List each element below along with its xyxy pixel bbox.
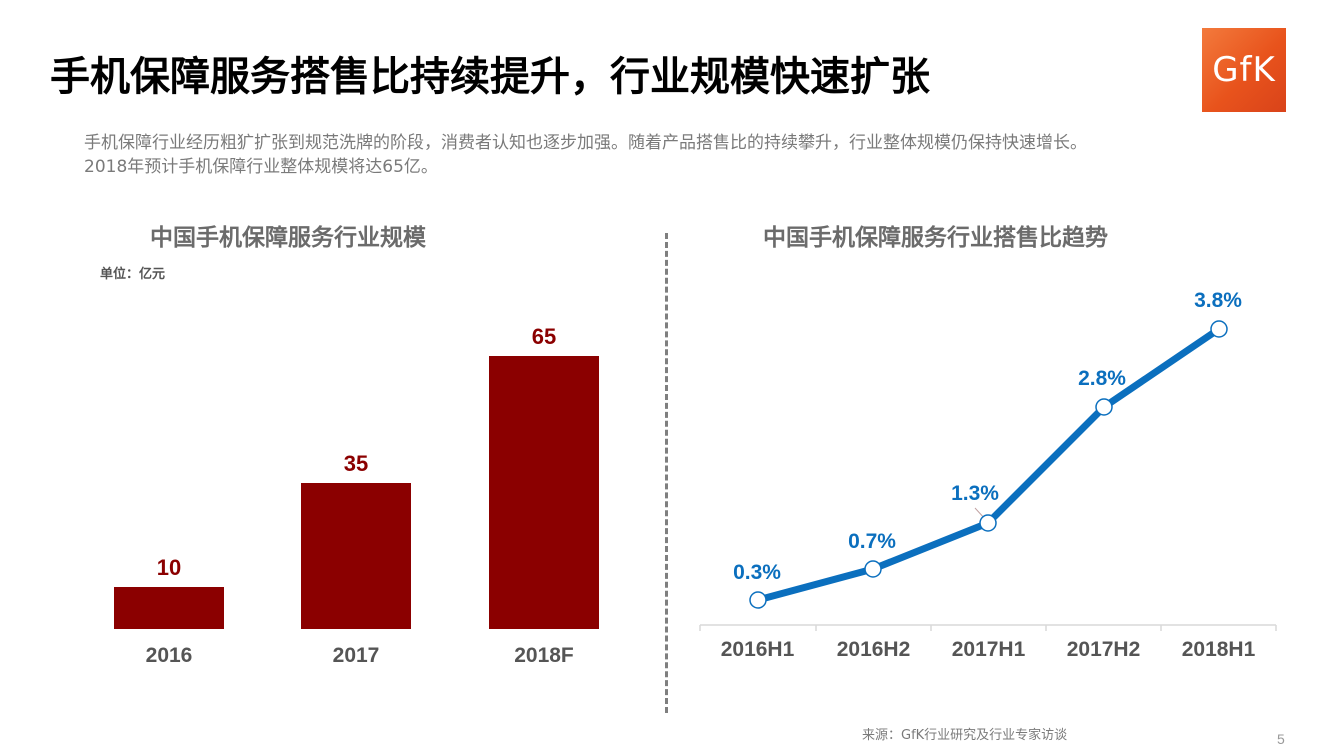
bar-2017 (301, 483, 411, 629)
x-axis-label: 2017H2 (1066, 638, 1141, 661)
description-line-1: 手机保障行业经历粗犷扩张到规范洗牌的阶段，消费者认知也逐步加强。随着产品搭售比的… (84, 133, 1087, 153)
x-axis-label: 2017H1 (951, 638, 1026, 661)
bar-value-label: 65 (531, 324, 557, 349)
gfk-logo: GfK (1202, 28, 1286, 112)
bar-2016 (114, 587, 224, 629)
bar-category-label: 2018F (514, 644, 574, 667)
bar-value-label: 10 (156, 555, 182, 580)
page-title: 手机保障服务搭售比持续提升，行业规模快速扩张 (50, 54, 930, 100)
line-value-label: 2.8% (1078, 367, 1126, 390)
bar-category-label: 2017 (332, 644, 380, 667)
bar-value-label: 35 (343, 451, 369, 476)
data-point-marker (979, 514, 997, 532)
x-axis (699, 624, 1277, 631)
chart-divider (665, 233, 668, 713)
description-line-2: 2018年预计手机保障行业整体规模将达65亿。 (84, 157, 438, 177)
description: 手机保障行业经历粗犷扩张到规范洗牌的阶段，消费者认知也逐步加强。随着产品搭售比的… (84, 131, 1264, 179)
line-value-label: 0.3% (733, 561, 781, 584)
x-axis-label: 2018H1 (1181, 638, 1256, 661)
trend-line (757, 326, 1221, 604)
line-value-label: 1.3% (951, 482, 999, 505)
bar-2018f (489, 356, 599, 629)
line-chart-title: 中国手机保障服务行业搭售比趋势 (763, 225, 1108, 251)
line-value-label: 3.8% (1194, 289, 1242, 312)
data-point-marker (1210, 320, 1228, 338)
x-axis-label: 2016H1 (720, 638, 795, 661)
bar-chart-title: 中国手机保障服务行业规模 (150, 225, 426, 251)
data-point-marker (749, 591, 767, 609)
source-note: 来源：GfK行业研究及行业专家访谈 (862, 728, 1068, 743)
data-point-marker (864, 560, 882, 578)
bar-category-label: 2016 (145, 644, 193, 667)
line-value-label: 0.7% (848, 530, 896, 553)
data-point-marker (1095, 398, 1113, 416)
x-axis-label: 2016H2 (836, 638, 911, 661)
logo-text: GfK (1212, 50, 1276, 90)
unit-label: 单位：亿元 (100, 267, 166, 282)
page-number: 5 (1277, 731, 1285, 747)
